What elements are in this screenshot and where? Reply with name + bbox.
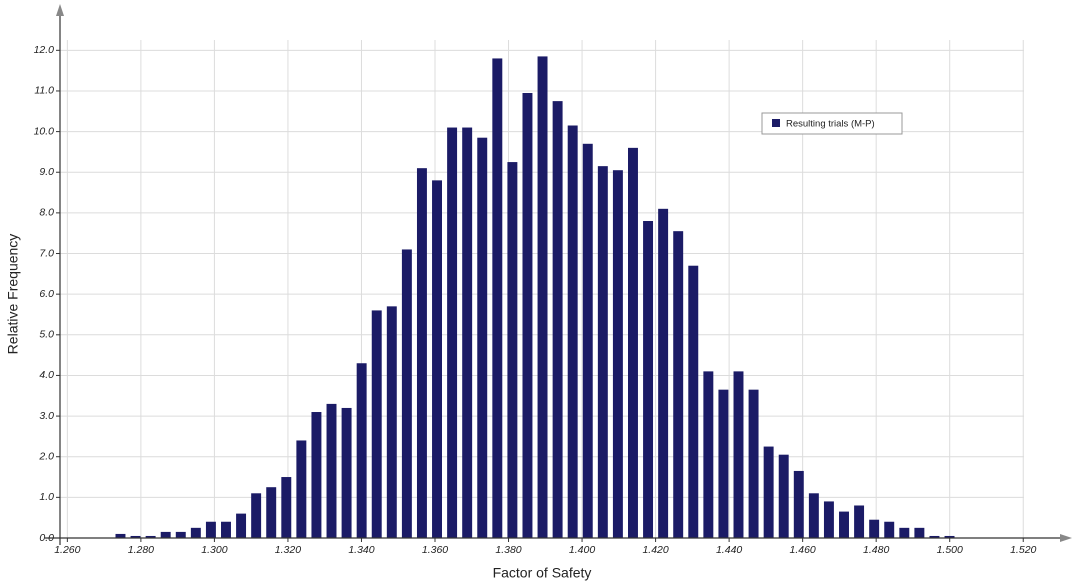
bar <box>432 180 442 539</box>
bar <box>899 527 910 538</box>
x-axis-title: Factor of Safety <box>493 565 592 581</box>
bar <box>477 137 488 539</box>
x-tick-label: 1.260 <box>54 544 80 556</box>
bar <box>869 519 880 538</box>
bar <box>130 535 141 538</box>
legend-swatch <box>772 119 780 127</box>
x-tick-label: 1.300 <box>201 544 227 556</box>
bar <box>145 535 156 538</box>
bar <box>507 162 518 538</box>
legend: Resulting trials (M-P) <box>761 112 903 135</box>
bar <box>386 306 397 538</box>
x-tick-label: 1.400 <box>569 544 595 556</box>
bar <box>567 125 578 538</box>
bar <box>160 531 171 538</box>
bar <box>175 531 186 538</box>
legend-label: Resulting trials (M-P) <box>786 119 875 130</box>
bar <box>839 511 849 538</box>
y-tick-label: 11.0 <box>34 85 54 97</box>
bar <box>221 521 231 538</box>
bar <box>296 440 307 538</box>
bar <box>582 143 593 539</box>
bars <box>115 56 955 539</box>
bar <box>733 371 744 538</box>
bar <box>447 127 458 538</box>
bar <box>311 412 322 538</box>
bar <box>612 170 623 538</box>
axes <box>45 4 1072 545</box>
bar <box>492 58 503 538</box>
bar <box>703 371 714 538</box>
bar <box>552 101 563 539</box>
bar <box>929 535 940 538</box>
x-tick-label: 1.520 <box>1010 544 1036 556</box>
bar <box>718 389 729 538</box>
bar <box>341 407 352 538</box>
bar <box>281 477 292 538</box>
bar <box>522 92 533 538</box>
bar <box>356 363 367 538</box>
x-tick-label: 1.440 <box>716 544 742 556</box>
x-tick-label: 1.280 <box>128 544 154 556</box>
y-tick-label: 2.0 <box>38 451 54 463</box>
x-tick-label: 1.460 <box>790 544 816 556</box>
y-tick-label: 10.0 <box>34 125 55 137</box>
bar <box>778 454 789 538</box>
y-axis-arrow <box>56 4 64 16</box>
y-tick-label: 8.0 <box>39 207 54 219</box>
bar <box>628 147 638 538</box>
x-tick-label: 1.320 <box>275 544 301 556</box>
x-tick-label: 1.480 <box>863 544 889 556</box>
bar <box>748 389 759 538</box>
bar <box>190 527 201 538</box>
bar <box>251 493 262 538</box>
bar <box>688 265 699 538</box>
bar <box>884 521 895 538</box>
y-tick-label: 7.0 <box>39 247 54 259</box>
bar <box>205 521 216 538</box>
bar <box>236 513 247 538</box>
bar <box>673 231 684 538</box>
bar <box>808 493 819 538</box>
bar <box>401 249 412 538</box>
y-tick-label: 3.0 <box>39 410 54 422</box>
x-tick-label: 1.380 <box>495 544 521 556</box>
bar <box>537 56 548 538</box>
y-tick-label: 4.0 <box>39 369 54 381</box>
bar <box>944 535 955 538</box>
y-tick-label: 5.0 <box>39 329 54 341</box>
bar <box>823 501 834 538</box>
bar <box>793 470 804 538</box>
bar <box>115 533 126 538</box>
x-tick-label: 1.340 <box>348 544 374 556</box>
y-tick-label: 0.0 <box>39 532 54 544</box>
x-tick-label: 1.360 <box>422 544 448 556</box>
bar <box>371 310 382 538</box>
bar <box>597 166 608 539</box>
bar <box>914 527 925 538</box>
y-tick-label: 12.0 <box>34 44 55 56</box>
x-axis-arrow <box>1060 534 1072 542</box>
y-axis-title: Relative Frequency <box>5 234 21 355</box>
y-tick-label: 1.0 <box>39 491 54 503</box>
bar <box>326 403 337 538</box>
y-tick-label: 6.0 <box>39 288 54 300</box>
bar <box>854 505 865 538</box>
x-tick-label: 1.420 <box>642 544 668 556</box>
bar <box>763 446 774 538</box>
bar <box>416 168 427 538</box>
legend-box <box>761 112 903 135</box>
bar <box>643 221 654 538</box>
bar <box>266 487 277 538</box>
x-tick-label: 1.500 <box>937 544 963 556</box>
y-tick-label: 9.0 <box>39 166 54 178</box>
bar <box>462 127 473 538</box>
bar <box>658 208 669 539</box>
